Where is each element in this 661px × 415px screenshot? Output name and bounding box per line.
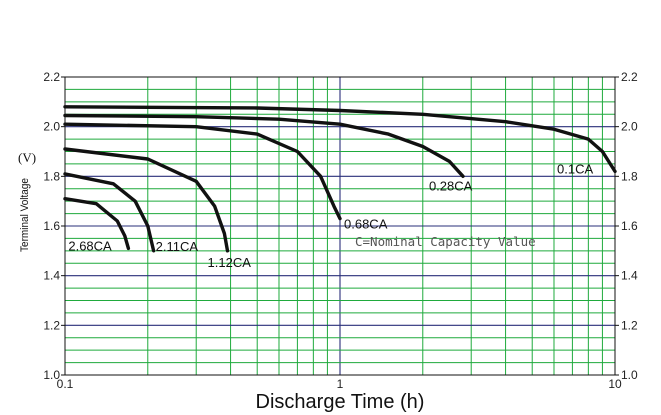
curve-label-2.68CA: 2.68CA bbox=[68, 238, 112, 253]
curve-2.68CA bbox=[63, 197, 131, 251]
x-tick-label: 10 bbox=[608, 377, 622, 391]
curve-label-1.12CA: 1.12CA bbox=[208, 255, 252, 270]
y-tick-label-right: 1.0 bbox=[621, 368, 638, 382]
curve-labels: 0.1CA 0.28CA 0.68CA 1.12CA 2.11CA 2.68CA bbox=[68, 161, 593, 269]
curve-1.12CA bbox=[63, 147, 230, 253]
y-tick-label-left: 1.8 bbox=[43, 169, 60, 183]
y-tick-label-right: 1.4 bbox=[621, 269, 638, 283]
y-tick-label-left: 2.0 bbox=[43, 120, 60, 134]
curve-label-0.68CA: 0.68CA bbox=[344, 217, 388, 232]
curve-label-0.28CA: 0.28CA bbox=[429, 178, 473, 193]
curve-label-2.11CA: 2.11CA bbox=[156, 239, 199, 254]
y-tick-label-left: 1.0 bbox=[43, 368, 60, 382]
curve-0.68CA bbox=[63, 122, 342, 221]
y-axis-title: Terminal Voltage bbox=[19, 178, 31, 252]
curve-2.11CA bbox=[63, 172, 156, 253]
curve-label-0.1CA: 0.1CA bbox=[557, 161, 593, 176]
curves bbox=[63, 105, 617, 253]
y-tick-label-left: 1.6 bbox=[43, 219, 60, 233]
tick-labels: 1.0 1.0 1.2 1.2 1.4 1.4 1.6 1.6 1.8 1.8 2.0 2.0 2.2 2… bbox=[43, 70, 638, 391]
curve-0.28CA bbox=[63, 113, 465, 178]
y-tick-label-left: 1.2 bbox=[43, 318, 60, 332]
y-tick-label-right: 2.2 bbox=[621, 70, 638, 84]
y-tick-label-right: 2.0 bbox=[621, 120, 638, 134]
x-axis-title: Discharge Time (h) bbox=[256, 391, 425, 413]
grid bbox=[65, 77, 615, 375]
capacity-note: C=Nominal Capacity Value bbox=[355, 234, 536, 249]
y-axis-unit: (V) bbox=[18, 150, 36, 165]
y-tick-label-right: 1.6 bbox=[621, 219, 638, 233]
x-tick-label: 1 bbox=[337, 377, 344, 391]
y-tick-label-left: 1.4 bbox=[43, 269, 60, 283]
curve-0.1CA bbox=[63, 105, 617, 174]
x-tick-label: 0.1 bbox=[57, 377, 74, 391]
y-tick-label-left: 2.2 bbox=[43, 70, 60, 84]
y-tick-label-right: 1.2 bbox=[621, 318, 638, 332]
y-tick-label-right: 1.8 bbox=[621, 169, 638, 183]
